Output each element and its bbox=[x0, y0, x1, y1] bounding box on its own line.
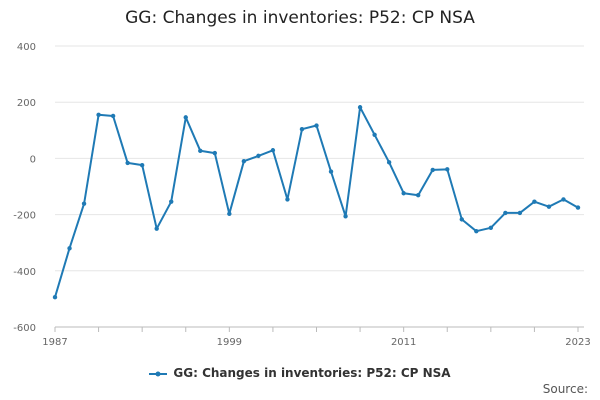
y-tick-label: 0 bbox=[30, 154, 36, 165]
data-point[interactable] bbox=[445, 167, 450, 172]
data-point[interactable] bbox=[212, 150, 218, 156]
data-point[interactable] bbox=[256, 153, 261, 159]
data-point[interactable] bbox=[52, 295, 58, 300]
data-point[interactable] bbox=[415, 193, 421, 198]
data-point[interactable] bbox=[227, 211, 232, 216]
y-tick-label: 400 bbox=[17, 42, 36, 53]
y-tick-label: -400 bbox=[13, 267, 36, 278]
data-point[interactable] bbox=[401, 191, 406, 196]
y-tick-label: 200 bbox=[17, 98, 36, 109]
data-point[interactable] bbox=[372, 132, 377, 137]
y-axis: 400 200 0 -200 -400 -600 bbox=[13, 42, 36, 334]
gridlines bbox=[55, 45, 584, 328]
data-point[interactable] bbox=[357, 105, 363, 110]
series-line[interactable] bbox=[54, 106, 579, 298]
data-point[interactable] bbox=[299, 126, 305, 132]
data-point[interactable] bbox=[488, 225, 494, 231]
data-point[interactable] bbox=[270, 148, 276, 153]
data-point[interactable] bbox=[169, 199, 174, 204]
legend-label: GG: Changes in inventories: P52: CP NSA bbox=[173, 366, 451, 380]
x-tick-label: 1999 bbox=[217, 337, 242, 348]
y-tick-label: -600 bbox=[13, 323, 36, 334]
legend-swatch bbox=[149, 371, 168, 376]
data-point[interactable] bbox=[183, 115, 188, 120]
data-point[interactable] bbox=[561, 197, 566, 202]
chart-title: GG: Changes in inventories: P52: CP NSA bbox=[125, 8, 475, 28]
x-tick-label: 1987 bbox=[42, 337, 67, 348]
x-tick-label: 2023 bbox=[565, 337, 590, 348]
data-point[interactable] bbox=[517, 210, 523, 216]
x-tick-label: 2011 bbox=[391, 337, 416, 348]
source-label: Source: bbox=[542, 382, 588, 396]
data-point[interactable] bbox=[386, 160, 392, 165]
data-point[interactable] bbox=[67, 246, 72, 251]
legend[interactable]: GG: Changes in inventories: P52: CP NSA bbox=[0, 366, 600, 380]
data-point[interactable] bbox=[139, 162, 145, 168]
data-point[interactable] bbox=[96, 112, 101, 118]
data-point[interactable] bbox=[154, 226, 159, 231]
data-point[interactable] bbox=[285, 197, 290, 202]
data-point[interactable] bbox=[459, 217, 464, 222]
data-point[interactable] bbox=[343, 214, 348, 219]
data-point[interactable] bbox=[125, 160, 130, 166]
data-point[interactable] bbox=[546, 204, 552, 209]
data-point[interactable] bbox=[81, 201, 87, 206]
data-point[interactable] bbox=[430, 167, 435, 173]
data-point[interactable] bbox=[110, 113, 116, 119]
data-point[interactable] bbox=[241, 159, 247, 164]
data-point[interactable] bbox=[198, 148, 203, 154]
data-point[interactable] bbox=[314, 123, 319, 128]
x-axis: 1987 1999 2011 2023 bbox=[42, 326, 591, 348]
data-point[interactable] bbox=[474, 228, 479, 234]
data-point[interactable] bbox=[575, 205, 581, 210]
y-tick-label: -200 bbox=[13, 211, 36, 222]
series-layer bbox=[52, 105, 581, 300]
data-point[interactable] bbox=[503, 210, 508, 216]
data-point[interactable] bbox=[328, 169, 334, 174]
data-point[interactable] bbox=[532, 199, 537, 204]
